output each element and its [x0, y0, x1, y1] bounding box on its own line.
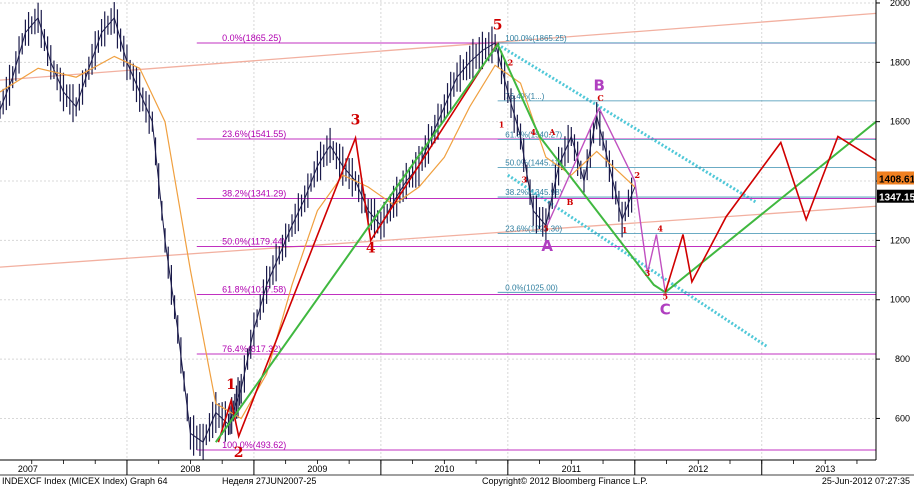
wave-label-small: 4: [530, 127, 536, 137]
price-badge: [877, 189, 914, 203]
wave-label-small: 3: [522, 175, 528, 185]
wave-label-small: A: [548, 127, 556, 137]
wave-label-small: C: [597, 93, 603, 103]
wave-label-purple: C: [660, 301, 671, 319]
fib-level-label: 50.0%(1179.44): [222, 236, 285, 246]
wave-label-small: 2: [508, 57, 514, 67]
purple-wave-path: [546, 106, 666, 293]
price-line: [0, 16, 636, 443]
wave-label-small: 4: [657, 223, 663, 233]
wave-label-small: B: [567, 197, 574, 207]
red-wave-path: [217, 42, 499, 443]
fib-level-label: 76.4%(817.32): [222, 344, 281, 354]
cyan-channel-lower: [506, 173, 769, 349]
wave-label-small: 1: [499, 120, 505, 130]
x-tick-label: 2013: [815, 464, 835, 474]
fib-level-label: 61.8%(1017.58): [222, 285, 286, 295]
fib2-level-label: 38.2%(1345.98): [505, 188, 562, 197]
trendline-layer: [0, 12, 877, 349]
price-badge: [877, 171, 914, 185]
x-tick-label: 2012: [688, 464, 708, 474]
period-label: Неделя 27JUN2007-25: [222, 476, 316, 486]
wave-label-red: 1: [226, 377, 236, 393]
wave-label-purple: A: [541, 237, 553, 255]
x-tick-label: 2009: [307, 464, 327, 474]
wave-label-red: 2: [234, 445, 244, 461]
x-tick-label: 2010: [434, 464, 454, 474]
green-wave-path: [214, 42, 877, 443]
fib-level-label: 23.6%(1541.55): [222, 129, 286, 139]
pink-trendline-lower: [0, 205, 877, 268]
y-tick-label: 1600: [890, 117, 910, 127]
y-tick-label: 2000: [890, 0, 910, 8]
y-tick-label: 1800: [890, 57, 910, 67]
price-badge-label: 1347.15: [879, 193, 914, 204]
wave-label-purple: B: [594, 77, 605, 95]
fib2-level-label: 61.8%(1540.27): [505, 130, 562, 139]
moving-average-line: [0, 55, 636, 420]
y-tick-label: 1200: [890, 235, 910, 245]
wave-label-small: 1: [622, 225, 628, 235]
y-tick-label: 600: [895, 413, 910, 423]
copyright-label: Copyright© 2012 Bloomberg Finance L.P.: [482, 476, 648, 486]
wave-label-red: 4: [366, 240, 376, 256]
wave-label-red: 5: [493, 18, 503, 34]
pink-trendline-upper: [0, 12, 877, 81]
plot-background: [0, 0, 876, 460]
y-axis-panel: [876, 0, 914, 460]
red-forecast-path: [664, 135, 877, 293]
x-tick-label: 2007: [18, 464, 38, 474]
fib2-level-label: 23.6%(1223.30): [505, 224, 562, 233]
instrument-label: INDEXCF Index (MICEX Index) Graph 64: [2, 476, 168, 486]
y-tick-label: 1000: [890, 295, 910, 305]
y-tick-label: 800: [895, 354, 910, 364]
x-tick-label: 2008: [180, 464, 200, 474]
wave-label-small: 2: [635, 170, 641, 180]
wave-label-small: 5: [662, 292, 668, 302]
footer-layer: INDEXCF Index (MICEX Index) Graph 64 Нед…: [2, 476, 910, 486]
fib-level-label: 38.2%(1341.29): [222, 188, 286, 198]
wave-label-small: 5: [543, 223, 549, 233]
wave-lines-layer: [214, 42, 877, 443]
price-layer: [0, 2, 636, 461]
fib2-level-label: 0.0%(1025.00): [505, 283, 558, 292]
fib2-level-label: 50.0%(1445.11): [505, 159, 562, 168]
x-tick-label: 2011: [562, 464, 581, 474]
fibonacci-layer: 0.0%(1865.25) 23.6%(1541.55) 38.2%(1341.29…: [196, 33, 876, 451]
fib-level-label: 0.0%(1865.25): [222, 33, 281, 43]
fib2-level-label: 100.0%(1865.25): [505, 34, 567, 43]
timestamp-label: 25-Jun-2012 07:27:35: [822, 476, 910, 486]
price-badge-label: 1408.61: [879, 174, 914, 185]
fib-level-label: 100.0%(493.62): [222, 440, 286, 450]
wave-label-red: 3: [351, 113, 361, 129]
wave-label-small: 3: [645, 268, 651, 278]
